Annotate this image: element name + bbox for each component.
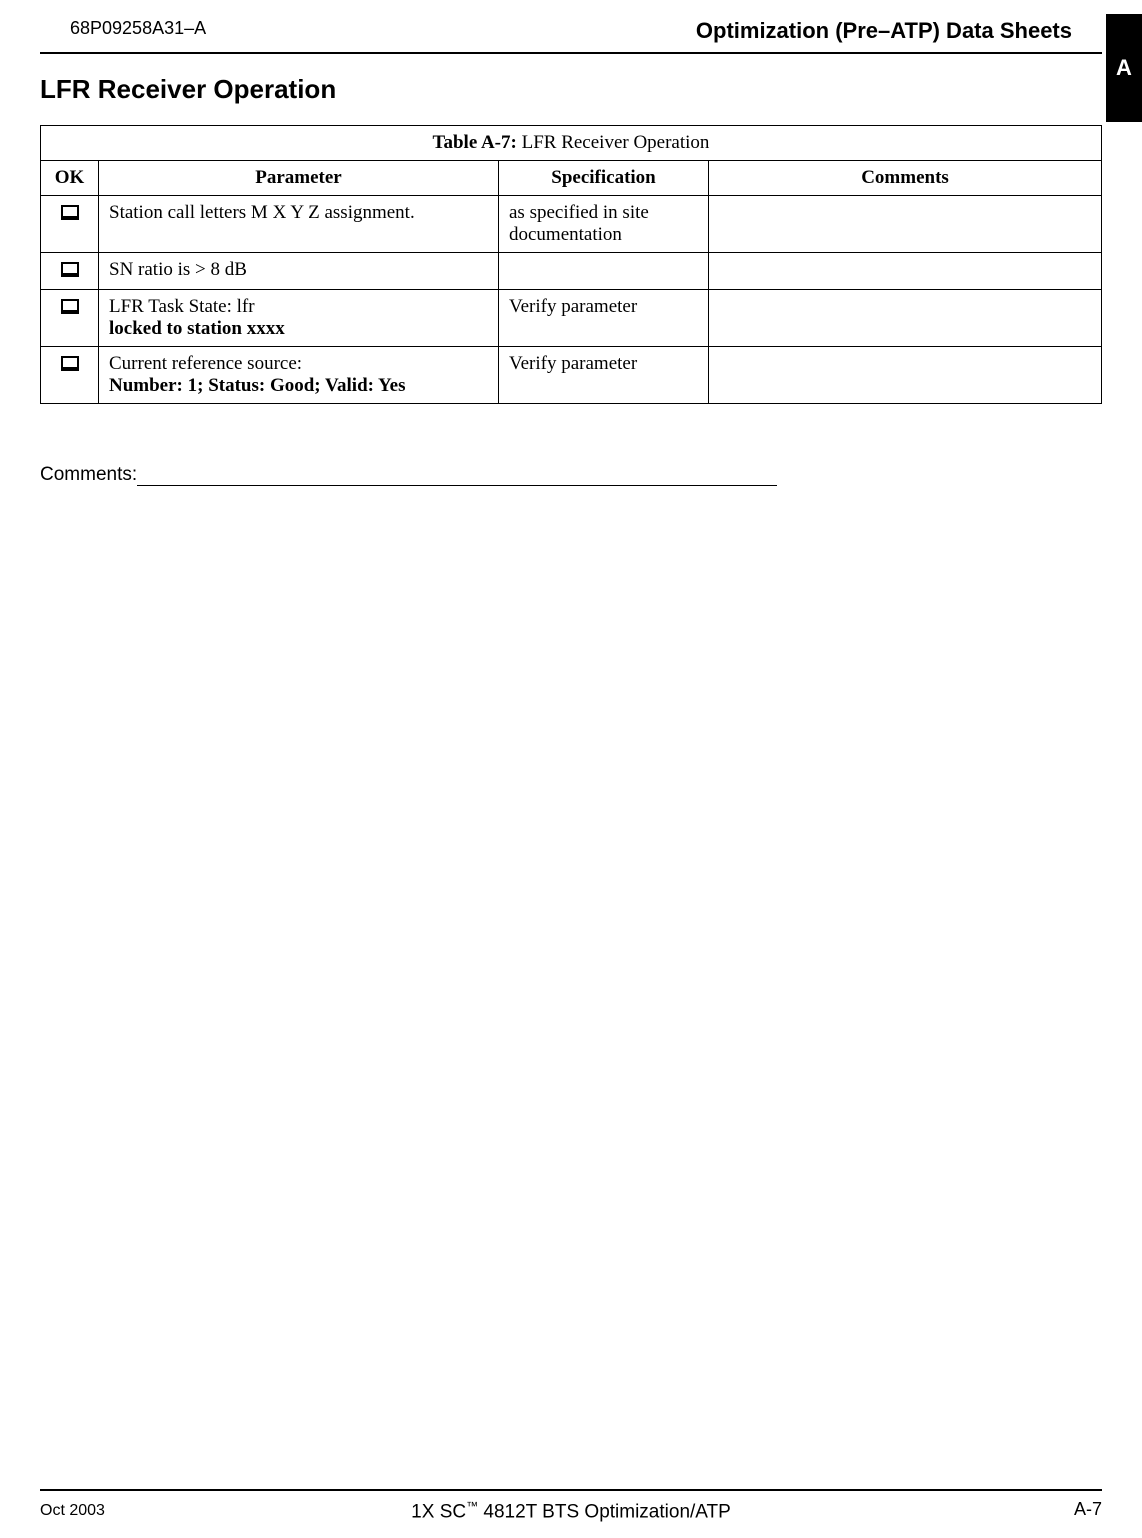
document-category: Optimization (Pre–ATP) Data Sheets [696, 18, 1072, 44]
comments-blank-line[interactable] [137, 485, 777, 486]
ok-cell [41, 196, 99, 253]
table-row: LFR Task State: lfr locked to station xx… [41, 290, 1102, 347]
table-header-parameter: Parameter [99, 161, 499, 196]
checkbox-icon[interactable] [61, 205, 79, 220]
ok-cell [41, 253, 99, 290]
ok-cell [41, 290, 99, 347]
document-id: 68P09258A31–A [70, 18, 206, 39]
table-row: SN ratio is > 8 dB [41, 253, 1102, 290]
side-tab-blank-bottom [1106, 86, 1142, 122]
comments-cell [709, 196, 1102, 253]
section-title: LFR Receiver Operation [40, 74, 1142, 105]
parameter-cell: LFR Task State: lfr locked to station xx… [99, 290, 499, 347]
parameter-text: Current reference source: [109, 353, 302, 374]
checkbox-icon[interactable] [61, 356, 79, 371]
table-header-ok: OK [41, 161, 99, 196]
table-header-row: OK Parameter Specification Comments [41, 161, 1102, 196]
parameter-cell: Station call letters M X Y Z assignment. [99, 196, 499, 253]
checkbox-icon[interactable] [61, 299, 79, 314]
specification-cell: Verify parameter [499, 347, 709, 404]
footer-page-number: A-7 [1074, 1499, 1102, 1520]
table-caption-text: LFR Receiver Operation [517, 132, 710, 153]
lfr-receiver-table: Table A-7: LFR Receiver Operation OK Par… [40, 125, 1102, 404]
comments-cell [709, 347, 1102, 404]
table-header-specification: Specification [499, 161, 709, 196]
specification-cell [499, 253, 709, 290]
parameter-text: LFR Task State: lfr [109, 296, 255, 317]
side-tab-a: A [1106, 50, 1142, 86]
parameter-text: Station call letters M X Y Z assignment. [109, 202, 415, 223]
side-tab-blank-top [1106, 14, 1142, 50]
trademark-symbol: ™ [466, 1499, 478, 1513]
table-caption-prefix: Table A-7: [433, 132, 517, 153]
parameter-cell: Current reference source: Number: 1; Sta… [99, 347, 499, 404]
checkbox-icon[interactable] [61, 262, 79, 277]
comments-label: Comments: [40, 464, 137, 485]
page-header: 68P09258A31–A Optimization (Pre–ATP) Dat… [40, 0, 1102, 54]
parameter-text: SN ratio is > 8 dB [109, 259, 247, 280]
comments-field: Comments: [40, 464, 1102, 486]
table-caption: Table A-7: LFR Receiver Operation [41, 126, 1102, 161]
footer-title: 1X SC™ 4812T BTS Optimization/ATP [411, 1499, 731, 1523]
footer-date: Oct 2003 [40, 1502, 105, 1520]
comments-cell [709, 253, 1102, 290]
specification-cell: Verify parameter [499, 290, 709, 347]
table-header-comments: Comments [709, 161, 1102, 196]
parameter-bold: Number: 1; Status: Good; Valid: Yes [109, 375, 488, 397]
footer-title-prefix: 1X SC [411, 1501, 466, 1522]
footer-title-suffix: 4812T BTS Optimization/ATP [478, 1501, 731, 1522]
page-footer: Oct 2003 1X SC™ 4812T BTS Optimization/A… [40, 1489, 1102, 1520]
comments-cell [709, 290, 1102, 347]
parameter-bold: locked to station xxxx [109, 318, 488, 340]
parameter-cell: SN ratio is > 8 dB [99, 253, 499, 290]
table-row: Current reference source: Number: 1; Sta… [41, 347, 1102, 404]
specification-cell: as specified in site documentation [499, 196, 709, 253]
ok-cell [41, 347, 99, 404]
table-caption-row: Table A-7: LFR Receiver Operation [41, 126, 1102, 161]
table-row: Station call letters M X Y Z assignment.… [41, 196, 1102, 253]
side-tabs: A [1106, 14, 1142, 122]
